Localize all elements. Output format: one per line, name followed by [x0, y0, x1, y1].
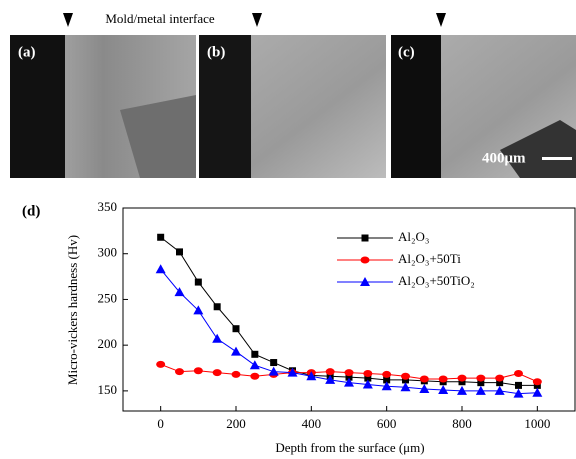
marker	[231, 347, 241, 356]
figure: Mold/metal interface (a) (b) (c) 400μm (…	[0, 0, 576, 459]
marker	[345, 369, 354, 376]
marker	[251, 351, 258, 358]
marker	[194, 367, 203, 374]
marker	[156, 361, 165, 368]
x-tick-label: 200	[226, 416, 246, 431]
y-axis-label: Micro-vickers hardness (Hv)	[65, 235, 80, 385]
scale-bar-label: 400μm	[482, 150, 526, 166]
marker	[232, 371, 241, 378]
marker	[401, 373, 410, 380]
marker	[533, 378, 542, 385]
x-tick-label: 600	[377, 416, 397, 431]
marker	[270, 359, 277, 366]
marker	[233, 325, 240, 332]
y-tick-label: 250	[98, 290, 118, 305]
marker	[214, 303, 221, 310]
arrow	[436, 13, 446, 27]
legend-label: Al₂O₃+50TiO₂	[398, 273, 475, 288]
x-tick-label: 800	[452, 416, 472, 431]
marker	[362, 235, 369, 242]
arrow	[252, 13, 262, 27]
y-tick-label: 200	[98, 336, 118, 351]
panel-label: (a)	[18, 44, 36, 60]
marker	[156, 264, 166, 273]
marker	[326, 368, 335, 375]
x-tick-label: 1000	[524, 416, 550, 431]
scale-bar	[542, 157, 572, 160]
marker	[250, 360, 260, 369]
x-tick-label: 0	[157, 416, 164, 431]
marker	[212, 334, 222, 343]
marker	[195, 279, 202, 286]
x-axis-label: Depth from the surface (μm)	[275, 440, 424, 455]
marker	[176, 248, 183, 255]
marker	[361, 257, 370, 264]
marker	[250, 373, 259, 380]
marker	[213, 369, 222, 376]
series-line	[161, 237, 538, 385]
legend-label: Al₂O₃	[398, 229, 429, 244]
marker	[420, 375, 429, 382]
panel-label: (b)	[207, 44, 225, 60]
arrow	[63, 13, 73, 27]
marker	[382, 371, 391, 378]
panel-label: (c)	[398, 44, 415, 60]
marker	[515, 382, 522, 389]
marker	[157, 234, 164, 241]
y-tick-label: 350	[98, 199, 118, 214]
y-tick-label: 300	[98, 245, 118, 260]
marker	[439, 375, 448, 382]
page: Mold/metal interface (a) (b) (c) 400μm (…	[0, 0, 576, 459]
marker	[495, 375, 504, 382]
marker	[269, 367, 279, 376]
marker	[458, 375, 467, 382]
marker	[175, 368, 184, 375]
x-tick-label: 400	[302, 416, 322, 431]
panel-label: (d)	[22, 203, 40, 219]
marker	[514, 370, 523, 377]
interface-label: Mold/metal interface	[105, 11, 215, 26]
legend-label: Al₂O₃+50Ti	[398, 251, 461, 266]
y-tick-label: 150	[98, 382, 118, 397]
marker	[476, 375, 485, 382]
marker	[532, 388, 542, 397]
marker	[363, 370, 372, 377]
